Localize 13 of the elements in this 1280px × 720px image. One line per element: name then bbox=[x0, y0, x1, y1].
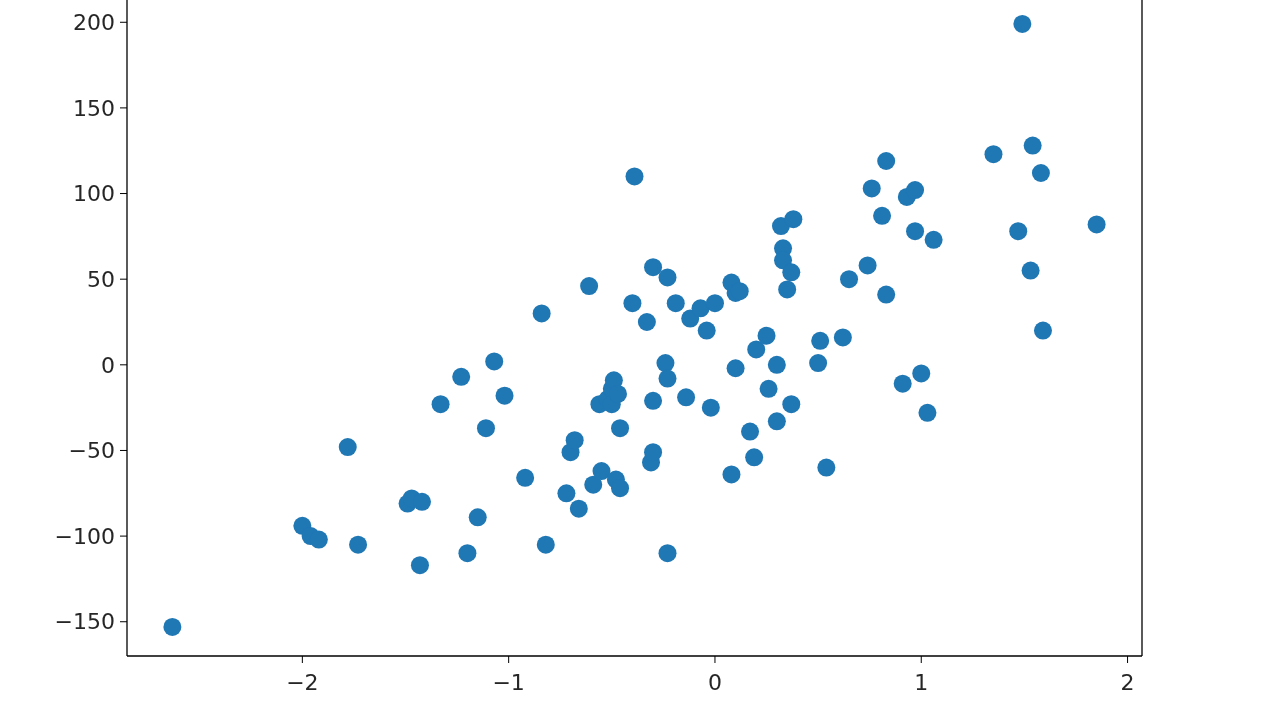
y-tick-label: 50 bbox=[87, 266, 115, 292]
x-tick-label: 0 bbox=[707, 670, 722, 695]
y-tick-label: −100 bbox=[54, 523, 115, 549]
y-tick-label: 200 bbox=[73, 9, 115, 35]
x-tick-label: −2 bbox=[286, 670, 319, 695]
y-tick-label: 100 bbox=[73, 181, 115, 207]
y-tick-label: 0 bbox=[101, 352, 115, 378]
y-tick-label: 150 bbox=[73, 95, 115, 121]
y-tick-label: −150 bbox=[54, 609, 115, 635]
x-tick-label: 1 bbox=[914, 670, 929, 695]
x-tick-label: −1 bbox=[492, 670, 525, 695]
x-tick-label: 2 bbox=[1120, 670, 1135, 695]
y-tick-label: −50 bbox=[68, 438, 115, 464]
